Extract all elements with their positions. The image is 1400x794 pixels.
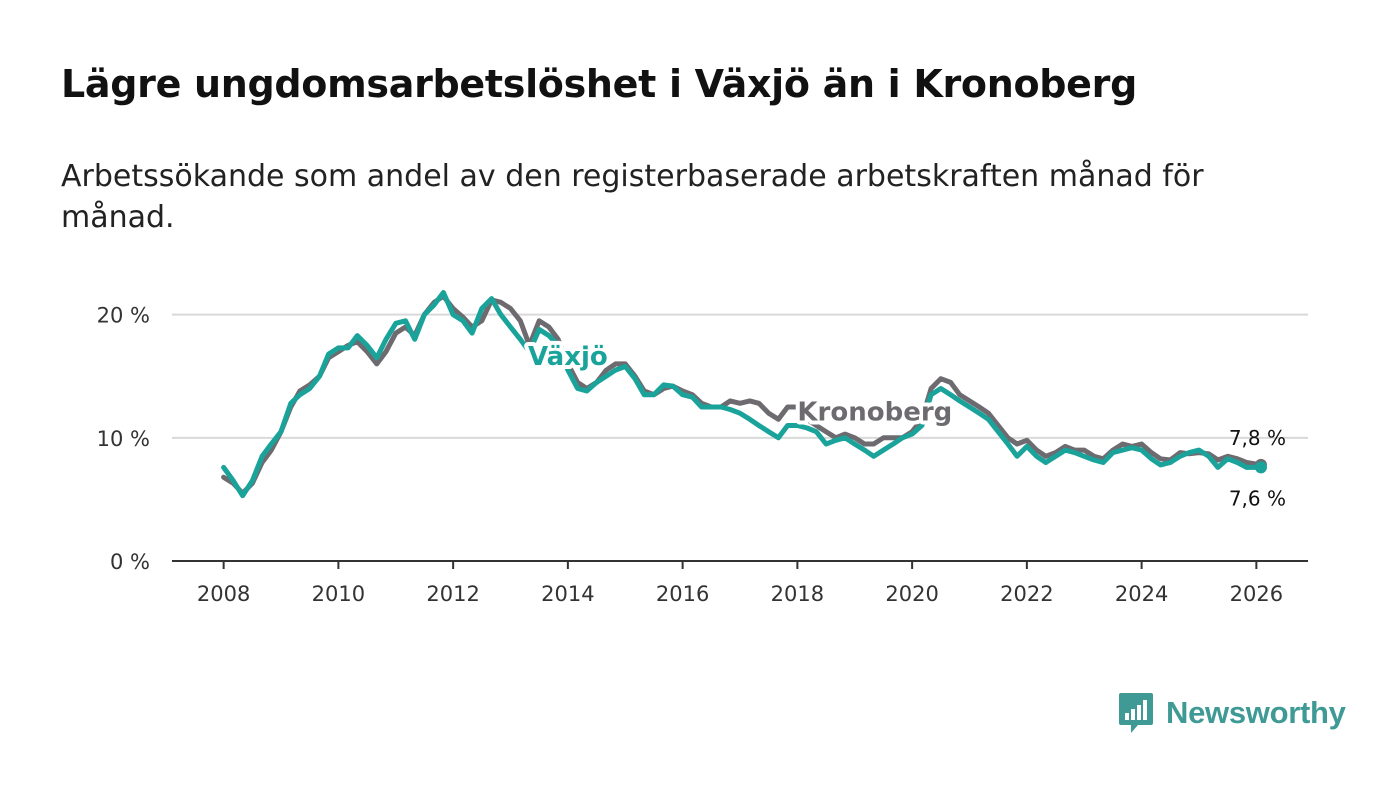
x-axis-ticks: 2008 2010 2012 2014 2016 2018 2020 2022 2024 2026 — [197, 561, 1283, 606]
end-value-label: 7,8 % — [1229, 426, 1286, 450]
end-value-label: 7,6 % — [1229, 486, 1286, 510]
series-label-kronoberg: Kronoberg — [797, 398, 952, 428]
y-axis-ticks: 0 % 10 % 20 % — [97, 304, 150, 574]
x-tick-label: 2024 — [1115, 582, 1168, 606]
y-tick-label: 20 % — [97, 304, 150, 328]
series-lines — [221, 290, 1267, 499]
series-line-kronoberg — [221, 293, 1264, 496]
x-tick-label: 2026 — [1230, 582, 1283, 606]
gridlines — [172, 313, 1308, 439]
x-tick-label: 2012 — [426, 582, 479, 606]
chart-title: Lägre ungdomsarbetslöshet i Växjö än i K… — [61, 62, 1137, 106]
series-labels: Växjö Kronoberg 7,8 % 7,6 % — [524, 338, 1286, 510]
x-tick-label: 2014 — [541, 582, 594, 606]
y-tick-label: 10 % — [97, 427, 150, 451]
newsworthy-logo-icon — [1119, 693, 1153, 733]
chart-subtitle: Arbetssökande som andel av den registerb… — [61, 159, 1204, 235]
brand-name: Newsworthy — [1166, 695, 1346, 730]
x-tick-label: 2008 — [197, 582, 250, 606]
x-tick-label: 2016 — [656, 582, 709, 606]
x-tick-label: 2022 — [1000, 582, 1053, 606]
series-label-vaxjo: Växjö — [528, 342, 608, 372]
x-tick-label: 2010 — [312, 582, 365, 606]
x-tick-label: 2018 — [771, 582, 824, 606]
y-tick-label: 0 % — [110, 550, 150, 574]
series-end-point — [1254, 461, 1267, 474]
newsworthy-logo: Newsworthy — [1118, 690, 1346, 736]
x-tick-label: 2020 — [885, 582, 938, 606]
series-line-vaxjo — [221, 290, 1264, 499]
